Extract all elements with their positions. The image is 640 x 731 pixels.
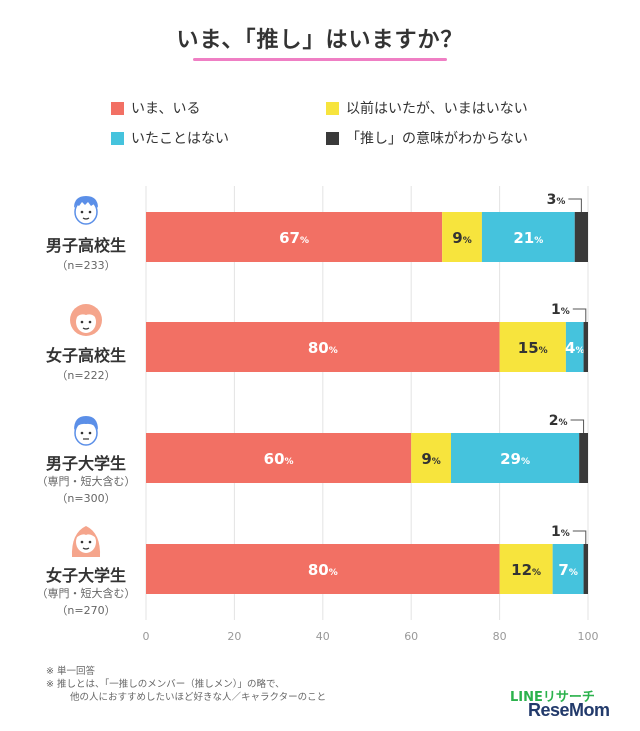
legend-item-never: いたことはない [111, 128, 229, 148]
group-label-girl-university: 女子大学生 （専門・短大含む） （n=270） [30, 566, 142, 619]
data-label: 7% [558, 561, 577, 579]
girl-highschool-icon [70, 304, 102, 336]
group-n: （n=233） [56, 259, 116, 272]
legend-swatch [111, 101, 124, 115]
bar-segment-former [499, 322, 566, 372]
chart-title: いま、「推し」はいますか？ [176, 28, 464, 53]
group-n: （n=270） [56, 604, 116, 617]
data-label: 80% [308, 561, 338, 579]
data-label: 2% [549, 413, 568, 429]
boy-university-icon [74, 416, 98, 446]
footnote-1: ※ 単一回答 [46, 666, 95, 677]
data-label: 9% [452, 229, 471, 247]
legend-swatch [111, 131, 124, 145]
data-label: 80% [308, 339, 338, 357]
data-label: 21% [513, 229, 543, 247]
legend-item-current: いま、いる [111, 98, 200, 118]
callout-line [568, 198, 582, 212]
legend-item-unknown: 「推し」の意味がわからない [326, 128, 528, 148]
group-n: （n=300） [56, 492, 116, 505]
bar-segment-unknown [579, 433, 588, 483]
title-underline [193, 58, 447, 61]
bar-segment-never [552, 544, 584, 594]
line-research-logo: LINEリサーチ [510, 690, 595, 705]
legend-label: いたことはない [131, 131, 229, 147]
x-tick-label: 80 [493, 630, 507, 643]
data-label: 9% [421, 450, 440, 468]
callout-line [572, 530, 587, 544]
group-name: 男子高校生 [45, 236, 126, 255]
data-label: 1% [551, 524, 570, 540]
bar-segment-unknown [583, 544, 588, 594]
data-label: 60% [264, 450, 294, 468]
group-name: 女子大学生 [45, 566, 126, 585]
x-tick-label: 60 [404, 630, 418, 643]
x-tick-label: 20 [227, 630, 241, 643]
group-label-girl-highschool: 女子高校生 （n=222） [30, 346, 142, 384]
group-label-boy-highschool: 男子高校生 （n=233） [30, 236, 142, 274]
resemom-logo: ReseMom [528, 700, 610, 720]
legend-item-former: 以前はいたが、いまはいない [326, 98, 528, 118]
footnote-2: ※ 推しとは、「一推しのメンバー（推しメン）」の略で、 [46, 679, 285, 690]
bar-segment-unknown [583, 322, 588, 372]
data-label: 67% [279, 229, 309, 247]
group-sub: （専門・短大含む） [36, 587, 136, 600]
boy-highschool-icon [74, 196, 98, 225]
group-label-boy-university: 男子大学生 （専門・短大含む） （n=300） [30, 454, 142, 507]
x-tick-label: 100 [578, 630, 599, 643]
legend-swatch [326, 101, 339, 115]
group-name: 女子高校生 [45, 346, 126, 365]
girl-university-icon [71, 526, 101, 557]
bar-segment-never [450, 433, 580, 483]
bar-segment-former [411, 433, 451, 483]
bar-segment-current [146, 212, 443, 262]
callout-line [570, 419, 585, 433]
bar-segment-never [481, 212, 575, 262]
group-name: 男子大学生 [45, 454, 126, 473]
group-sub: （専門・短大含む） [36, 475, 136, 488]
data-label: 1% [551, 302, 570, 318]
data-label: 12% [511, 561, 541, 579]
footnote-3: 他の人におすすめしたいほど好きな人／キャラクターのこと [70, 692, 327, 703]
bar-segment-current [146, 322, 500, 372]
x-tick-label: 40 [316, 630, 330, 643]
legend-label: 以前はいたが、いまはいない [346, 101, 528, 117]
legend-label: いま、いる [131, 101, 201, 117]
data-label: 15% [518, 339, 548, 357]
x-tick-label: 0 [143, 630, 150, 643]
bar-segment-former [499, 544, 553, 594]
bar-segment-never [565, 322, 584, 372]
data-label: 4% [565, 339, 584, 357]
bar-segment-former [442, 212, 482, 262]
legend-label: 「推し」の意味がわからない [346, 131, 528, 147]
data-label: 3% [547, 192, 566, 208]
legend-swatch [326, 131, 339, 145]
legend: いま、いる 以前はいたが、いまはいない いたことはない 「推し」の意味がわからな… [111, 96, 591, 156]
bar-segment-current [146, 433, 412, 483]
data-label: 29% [500, 450, 530, 468]
group-n: （n=222） [56, 369, 116, 382]
bar-segment-unknown [574, 212, 588, 262]
bar-segment-current [146, 544, 500, 594]
callout-line [572, 308, 587, 322]
